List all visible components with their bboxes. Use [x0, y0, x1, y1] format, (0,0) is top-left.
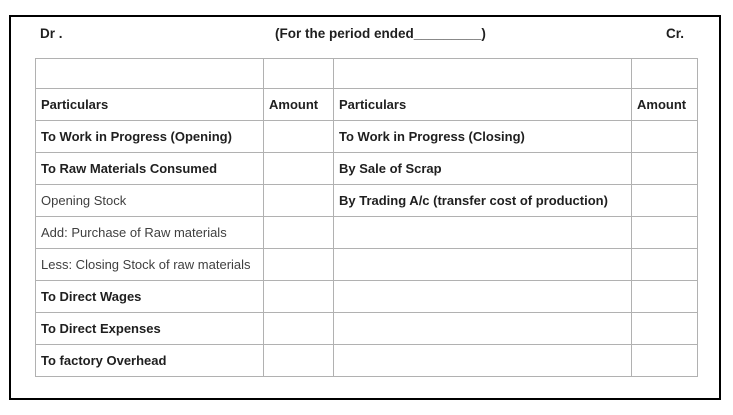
debit-particulars-cell: To Direct Expenses	[35, 312, 264, 345]
credit-amount-cell	[631, 120, 698, 153]
period-ended-label: (For the period ended_________)	[275, 26, 486, 41]
credit-amount-cell	[631, 248, 698, 281]
debit-particulars-cell: To factory Overhead	[35, 344, 264, 377]
credit-particulars-cell	[333, 280, 632, 313]
table-row: To factory Overhead	[35, 344, 698, 377]
spacer-cell	[263, 58, 334, 89]
debit-particulars-cell: Add: Purchase of Raw materials	[35, 216, 264, 249]
debit-amount-header: Amount	[263, 88, 334, 121]
credit-amount-cell	[631, 280, 698, 313]
cr-label: Cr.	[665, 26, 684, 41]
table-header-row: Particulars Amount Particulars Amount	[35, 88, 698, 121]
credit-particulars-cell: By Sale of Scrap	[333, 152, 632, 185]
credit-particulars-cell	[333, 344, 632, 377]
credit-amount-cell	[631, 184, 698, 217]
dr-label: Dr .	[40, 26, 63, 41]
debit-particulars-cell: To Work in Progress (Opening)	[35, 120, 264, 153]
spacer-cell	[35, 58, 264, 89]
credit-particulars-cell	[333, 248, 632, 281]
debit-amount-cell	[263, 280, 334, 313]
spacer-row	[35, 58, 698, 89]
debit-particulars-cell: Less: Closing Stock of raw materials	[35, 248, 264, 281]
table-row: To Direct Wages	[35, 280, 698, 313]
spacer-cell	[631, 58, 698, 89]
table-row: To Work in Progress (Opening) To Work in…	[35, 120, 698, 153]
table-row: Add: Purchase of Raw materials	[35, 216, 698, 249]
debit-particulars-cell: To Direct Wages	[35, 280, 264, 313]
credit-particulars-cell	[333, 312, 632, 345]
credit-particulars-cell	[333, 216, 632, 249]
debit-particulars-header: Particulars	[35, 88, 264, 121]
document-frame: Dr . (For the period ended_________) Cr.…	[9, 15, 721, 400]
debit-amount-cell	[263, 216, 334, 249]
table-row: To Raw Materials Consumed By Sale of Scr…	[35, 152, 698, 185]
spacer-cell	[333, 58, 632, 89]
credit-amount-cell	[631, 216, 698, 249]
credit-particulars-header: Particulars	[333, 88, 632, 121]
table-row: To Direct Expenses	[35, 312, 698, 345]
debit-amount-cell	[263, 120, 334, 153]
debit-amount-cell	[263, 184, 334, 217]
table-row: Opening Stock By Trading A/c (transfer c…	[35, 184, 698, 217]
table-row: Less: Closing Stock of raw materials	[35, 248, 698, 281]
debit-amount-cell	[263, 152, 334, 185]
credit-amount-cell	[631, 344, 698, 377]
debit-particulars-cell: Opening Stock	[35, 184, 264, 217]
credit-particulars-cell: To Work in Progress (Closing)	[333, 120, 632, 153]
debit-amount-cell	[263, 248, 334, 281]
debit-particulars-cell: To Raw Materials Consumed	[35, 152, 264, 185]
credit-amount-cell	[631, 152, 698, 185]
credit-particulars-cell: By Trading A/c (transfer cost of product…	[333, 184, 632, 217]
debit-amount-cell	[263, 344, 334, 377]
debit-amount-cell	[263, 312, 334, 345]
credit-amount-header: Amount	[631, 88, 698, 121]
manufacturing-account-table: Particulars Amount Particulars Amount To…	[35, 58, 698, 377]
credit-amount-cell	[631, 312, 698, 345]
